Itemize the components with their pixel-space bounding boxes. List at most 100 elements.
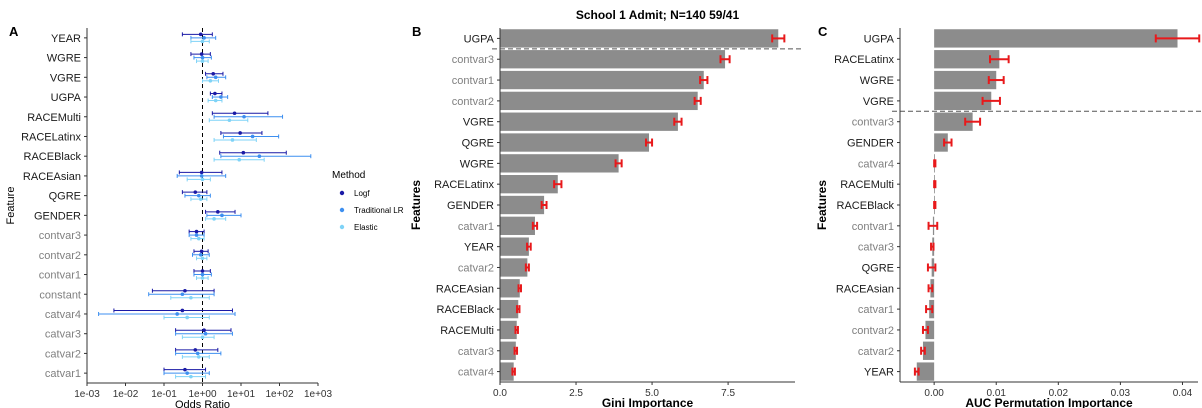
point-elastic <box>228 118 232 122</box>
bar <box>500 279 520 297</box>
y-tick-label: RACELatinx <box>21 131 81 143</box>
point-traditional-lr <box>219 95 223 99</box>
x-tick-label: 1e+02 <box>265 389 294 400</box>
point-elastic <box>201 40 205 44</box>
point-traditional-lr <box>204 332 208 336</box>
y-tick-label: QGRE <box>862 262 894 274</box>
y-axis-title: Feature <box>5 187 17 225</box>
point-logf <box>193 348 197 352</box>
x-tick-label: 7.5 <box>721 388 735 399</box>
y-tick-label: WGRE <box>460 158 494 170</box>
y-tick-label: QGRE <box>49 191 81 203</box>
y-tick-label: UGPA <box>51 92 82 104</box>
point-logf <box>193 190 197 194</box>
point-traditional-lr <box>251 135 255 139</box>
point-elastic <box>201 335 205 339</box>
point-elastic <box>197 355 201 359</box>
legend-title: Method <box>332 170 365 181</box>
point-traditional-lr <box>181 292 185 296</box>
y-tick-label: RACEBlack <box>837 200 895 212</box>
bar <box>500 196 544 214</box>
y-tick-label: RACEMulti <box>840 179 894 191</box>
x-axis-title: Odds Ratio <box>175 399 230 408</box>
x-axis-title: AUC Permutation Importance <box>965 396 1133 408</box>
point-traditional-lr <box>195 233 199 237</box>
y-tick-label: RACEAsian <box>436 283 494 295</box>
point-logf <box>216 210 220 214</box>
y-tick-label: catvar1 <box>858 304 894 316</box>
y-tick-label: contvar3 <box>452 54 494 66</box>
point-elastic <box>214 99 218 103</box>
x-tick-label: 1e-02 <box>113 389 139 400</box>
point-elastic <box>189 375 193 379</box>
y-tick-label: catvar2 <box>458 262 494 274</box>
x-tick-label: 1e-03 <box>74 389 100 400</box>
y-tick-label: RACEBlack <box>24 151 82 163</box>
x-tick-label: 2.5 <box>569 388 583 399</box>
legend-label: Traditional LR <box>354 206 404 215</box>
point-traditional-lr <box>258 154 262 158</box>
y-tick-label: GENDER <box>847 138 894 150</box>
y-tick-label: catvar4 <box>458 367 494 379</box>
point-elastic <box>209 79 213 83</box>
point-logf <box>211 72 215 76</box>
y-tick-label: contvar1 <box>39 270 81 282</box>
y-tick-label: YEAR <box>51 33 81 45</box>
y-tick-label: VGRE <box>463 117 494 129</box>
x-tick-label: 0.04 <box>1173 388 1193 399</box>
point-traditional-lr <box>201 56 205 60</box>
x-tick-label: 0.00 <box>924 388 944 399</box>
x-tick-label: 0.0 <box>493 388 507 399</box>
y-tick-label: contvar1 <box>452 75 494 87</box>
y-tick-label: catvar3 <box>858 242 894 254</box>
panel-label-c: C <box>818 24 828 39</box>
y-tick-label: GENDER <box>447 200 494 212</box>
y-tick-label: QGRE <box>462 138 494 150</box>
point-logf <box>200 171 204 175</box>
y-tick-label: WGRE <box>860 75 894 87</box>
bar <box>500 237 529 255</box>
point-logf <box>201 269 205 273</box>
panel-b: B School 1 Admit; N=140 59/41 UGPA contvar3… <box>409 8 803 408</box>
point-traditional-lr <box>199 253 203 257</box>
y-tick-label: RACEAsian <box>23 171 81 183</box>
point-logf <box>213 92 217 96</box>
y-tick-label: contvar3 <box>39 230 81 242</box>
point-logf <box>233 111 237 115</box>
y-tick-label: catvar4 <box>45 309 81 321</box>
point-traditional-lr <box>185 371 189 375</box>
point-traditional-lr <box>220 214 224 218</box>
point-logf <box>195 230 199 234</box>
bar <box>500 300 518 318</box>
point-logf <box>181 309 185 313</box>
legend-label: Elastic <box>354 223 378 232</box>
x-tick-label: 1e+03 <box>304 389 333 400</box>
point-logf <box>183 368 187 372</box>
bar <box>500 133 649 151</box>
panel-label-b: B <box>412 24 421 39</box>
bar <box>500 175 558 193</box>
bar <box>500 258 527 276</box>
point-logf <box>199 33 203 37</box>
point-elastic <box>199 197 203 201</box>
y-tick-label: RACEAsian <box>836 283 894 295</box>
y-tick-label: VGRE <box>863 96 894 108</box>
point-logf <box>183 289 187 293</box>
y-tick-label: UGPA <box>464 33 495 45</box>
x-tick-label: 1e-01 <box>151 389 177 400</box>
bar <box>500 342 516 360</box>
x-axis-title: Gini Importance <box>602 396 694 408</box>
y-tick-label: YEAR <box>864 367 894 379</box>
point-elastic <box>201 178 205 182</box>
point-traditional-lr <box>200 174 204 178</box>
panel-a: A YEAR WGRE VGRE UGPA RACEMulti RACELatinx RACE… <box>5 24 404 408</box>
y-tick-label: constant <box>39 289 81 301</box>
y-tick-label: contvar1 <box>852 221 894 233</box>
y-tick-label: catvar2 <box>858 346 894 358</box>
y-tick-label: catvar3 <box>45 329 81 341</box>
point-traditional-lr <box>201 273 205 277</box>
point-logf <box>200 52 204 56</box>
y-axis-title: Features <box>409 180 423 230</box>
legend-marker <box>340 208 344 212</box>
y-tick-label: RACEMulti <box>27 112 81 124</box>
